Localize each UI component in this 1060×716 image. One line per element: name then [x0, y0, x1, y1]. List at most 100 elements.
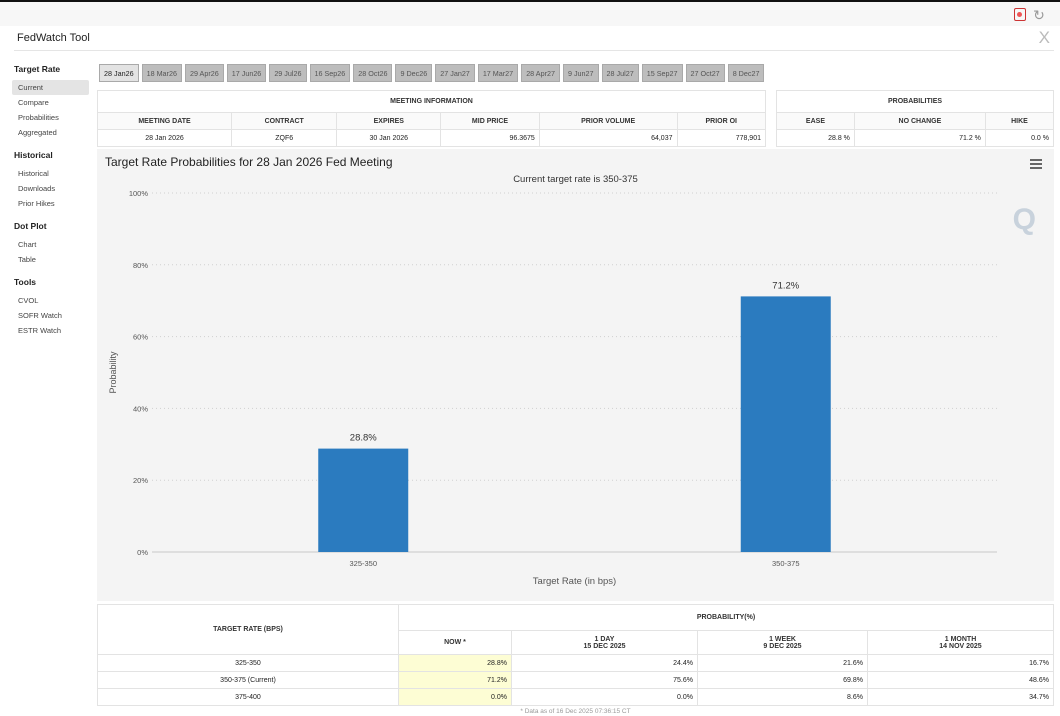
bar-chart: 0% 20% 40% 60% 80% 100% 28.8% 325-350 71.2% 350-3… — [108, 189, 997, 587]
data-label: 71.2% — [772, 280, 799, 291]
table-row: 350-375 (Current) 71.2% 75.6% 69.8% 48.6… — [97, 671, 1054, 689]
probabilities-header: PROBABILITIES — [776, 90, 1054, 113]
sidebar-item-prior-hikes[interactable]: Prior Hikes — [18, 199, 55, 208]
tab-meeting[interactable]: 28 Oct26 — [353, 64, 393, 82]
y-tick-label: 80% — [133, 261, 148, 270]
now-cell: 71.2% — [398, 671, 512, 689]
now-cell: 0.0% — [398, 688, 512, 706]
col-target-rate: TARGET RATE (BPS) — [97, 604, 399, 655]
tab-meeting[interactable]: 27 Jan27 — [435, 64, 475, 82]
col-1-week-label: 1 WEEK — [769, 635, 796, 643]
mid-price-value: 96.3675 — [440, 129, 540, 147]
sidebar-item-estr-watch[interactable]: ESTR Watch — [18, 326, 62, 335]
sidebar-item-current[interactable]: Current — [12, 80, 89, 95]
col-1-day: 1 DAY 15 DEC 2025 — [511, 630, 698, 655]
prior-volume-value: 64,037 — [538, 129, 678, 147]
sidebar-item-sofr-watch[interactable]: SOFR Watch — [18, 311, 62, 320]
no-change-value: 71.2 % — [853, 129, 986, 147]
col-1-month-label: 1 MONTH — [944, 635, 977, 643]
window-top-border — [0, 0, 1060, 2]
sidebar-nav: Target Rate Current Compare Probabilitie… — [12, 64, 90, 338]
prob-cell: 69.8% — [697, 671, 868, 689]
col-1-day-date: 15 DEC 2025 — [583, 642, 626, 650]
pdf-export-icon[interactable] — [1014, 8, 1026, 21]
prob-cell: 21.6% — [697, 654, 868, 672]
col-prior-volume: PRIOR VOLUME — [538, 112, 678, 130]
tab-meeting[interactable]: 29 Apr26 — [184, 64, 224, 82]
meeting-info-header: MEETING INFORMATION — [97, 90, 766, 113]
sidebar-heading-tools: Tools — [14, 277, 37, 287]
y-tick-label: 60% — [133, 333, 148, 342]
sidebar-item-chart[interactable]: Chart — [18, 240, 37, 249]
sidebar-item-table[interactable]: Table — [18, 255, 36, 264]
tab-meeting[interactable]: 15 Sep27 — [641, 64, 683, 82]
table-row: 325-350 28.8% 24.4% 21.6% 16.7% — [97, 654, 1054, 672]
tab-meeting[interactable]: 28 Jan26 — [99, 64, 139, 82]
sidebar-item-probabilities[interactable]: Probabilities — [18, 113, 59, 122]
sidebar-item-aggregated[interactable]: Aggregated — [18, 128, 57, 137]
hike-value: 0.0 % — [984, 129, 1055, 147]
probability-history-table: TARGET RATE (BPS) PROBABILITY(%) NOW * 1… — [97, 604, 1054, 706]
refresh-icon[interactable]: ↻ — [1033, 7, 1045, 23]
tab-meeting[interactable]: 16 Sep26 — [309, 64, 351, 82]
probabilities-table: PROBABILITIES EASE NO CHANGE HIKE 28.8 %… — [776, 90, 1055, 147]
col-1-week-date: 9 DEC 2025 — [763, 642, 802, 650]
sidebar-item-cvol[interactable]: CVOL — [18, 296, 39, 305]
quikstrike-logo-icon: Q — [1012, 203, 1036, 236]
tab-meeting[interactable]: 28 Apr27 — [521, 64, 560, 82]
col-probability: PROBABILITY(%) — [398, 604, 1054, 631]
col-1-day-label: 1 DAY — [594, 635, 615, 643]
col-contract: CONTRACT — [230, 112, 338, 130]
prob-cell: 8.6% — [697, 688, 868, 706]
col-1-month: 1 MONTH 14 NOV 2025 — [867, 630, 1054, 655]
tab-meeting[interactable]: 27 Oct27 — [685, 64, 725, 82]
col-1-month-date: 14 NOV 2025 — [939, 642, 982, 650]
x-axis-label: Target Rate (in bps) — [533, 576, 616, 587]
now-cell: 28.8% — [398, 654, 512, 672]
col-ease: EASE — [776, 112, 855, 130]
sidebar-item-compare[interactable]: Compare — [18, 98, 49, 107]
sidebar-item-downloads[interactable]: Downloads — [18, 184, 56, 193]
expires-value: 30 Jan 2026 — [336, 129, 442, 147]
tab-meeting[interactable]: 9 Dec26 — [395, 64, 433, 82]
prob-cell: 16.7% — [867, 654, 1054, 672]
tab-meeting[interactable]: 8 Dec27 — [727, 64, 765, 82]
top-strip: ↻ — [0, 2, 1060, 26]
table-row: 375-400 0.0% 0.0% 8.6% 34.7% — [97, 688, 1054, 706]
prob-cell: 0.0% — [511, 688, 698, 706]
col-expires: EXPIRES — [336, 112, 442, 130]
tab-meeting[interactable]: 17 Jun26 — [226, 64, 267, 82]
prob-cell: 34.7% — [867, 688, 1054, 706]
sidebar-heading-dot-plot: Dot Plot — [14, 221, 47, 231]
tab-meeting[interactable]: 28 Jul27 — [601, 64, 639, 82]
col-mid-price: MID PRICE — [440, 112, 540, 130]
sidebar-item-historical[interactable]: Historical — [18, 169, 49, 178]
meeting-tabs: 28 Jan26 18 Mar26 29 Apr26 17 Jun26 29 J… — [99, 64, 765, 82]
tab-meeting[interactable]: 17 Mar27 — [477, 64, 519, 82]
sidebar-heading-historical: Historical — [14, 150, 53, 160]
y-tick-label: 40% — [133, 404, 148, 413]
chart-menu-icon[interactable] — [1030, 159, 1042, 169]
meeting-date-value: 28 Jan 2026 — [97, 129, 232, 147]
contract-value: ZQF6 — [230, 129, 338, 147]
chart-title: Target Rate Probabilities for 28 Jan 202… — [105, 155, 393, 169]
tab-meeting[interactable]: 29 Jul26 — [269, 64, 307, 82]
sidebar-heading-target-rate: Target Rate — [14, 64, 61, 74]
rate-cell: 350-375 (Current) — [97, 671, 399, 689]
y-tick-label: 0% — [137, 548, 148, 557]
col-no-change: NO CHANGE — [853, 112, 986, 130]
rate-cell: 375-400 — [97, 688, 399, 706]
prob-cell: 48.6% — [867, 671, 1054, 689]
bar — [740, 296, 831, 552]
y-tick-label: 100% — [129, 189, 149, 198]
col-now: NOW * — [398, 630, 512, 655]
tab-meeting[interactable]: 9 Jun27 — [562, 64, 599, 82]
x-tick-label: 350-375 — [772, 559, 800, 568]
col-1-week: 1 WEEK 9 DEC 2025 — [697, 630, 868, 655]
tab-meeting[interactable]: 18 Mar26 — [141, 64, 182, 82]
chart-panel: 0% 20% 40% 60% 80% 100% 28.8% 325-350 71.2% 350-3… — [97, 149, 1054, 601]
y-tick-label: 20% — [133, 476, 148, 485]
prob-cell: 75.6% — [511, 671, 698, 689]
close-icon[interactable]: X — [1038, 28, 1050, 47]
col-hike: HIKE — [984, 112, 1055, 130]
